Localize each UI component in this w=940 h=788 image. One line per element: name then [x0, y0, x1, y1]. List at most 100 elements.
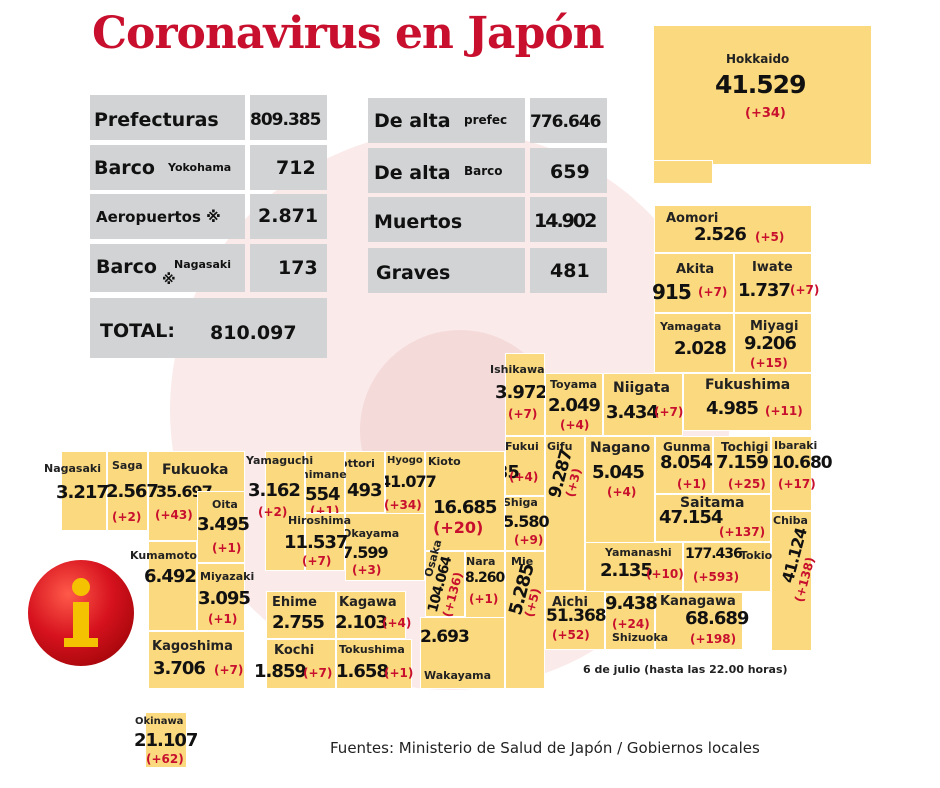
value-okayama: 7.599: [342, 543, 389, 562]
delta-saga: (+2): [112, 510, 142, 524]
label-toyama: Toyama: [550, 378, 598, 391]
label-tokushima: Tokushima: [339, 643, 405, 656]
tile-fukushima: [683, 373, 812, 431]
summary-graves-value: 481: [530, 248, 607, 293]
label-chiba: Chiba: [773, 514, 808, 527]
summary-barco-nagasaki-label: Barco ※ Nagasaki: [90, 244, 245, 292]
summary-de-alta-prefec-label: De alta prefec: [368, 98, 525, 143]
label-miyazaki: Miyazaki: [200, 570, 255, 583]
delta-nagano: (+4): [607, 485, 637, 499]
tile-okayama: [345, 513, 425, 581]
label-yamaguchi: Yamaguchi: [246, 454, 314, 467]
label-tokio: Tokio: [740, 549, 773, 562]
value-tochigi: 7.159: [716, 452, 769, 473]
tile-gunma: [655, 436, 713, 494]
tile-hiroshima: [305, 513, 345, 571]
label-yamanashi: Yamanashi: [605, 546, 672, 559]
value-ishikawa: 3.972: [495, 382, 548, 403]
delta-tokushima: (+1): [384, 666, 414, 680]
tile-chiba: [771, 511, 812, 651]
delta-tochigi: (+25): [728, 477, 766, 491]
value-aomori: 2.526: [694, 224, 747, 245]
value-kumamoto: 6.492: [144, 566, 197, 587]
tile-kanagawa: [655, 592, 743, 650]
tile-osaka: [425, 551, 465, 617]
tile-ishikawa: [505, 353, 545, 436]
delta-kagawa: (+4): [382, 616, 412, 630]
value-hiroshima: 11.537: [284, 532, 348, 553]
info-icon-dot: [72, 578, 90, 596]
summary-prefecturas-label: Prefecturas: [90, 95, 245, 140]
delta-okinawa: (+62): [146, 752, 184, 766]
delta-yamaguchi: (+2): [258, 505, 288, 519]
value-tottori: 493: [347, 480, 383, 501]
delta-nara: (+1): [469, 592, 499, 606]
tile-oita: [197, 491, 245, 563]
value-akita: 915: [652, 280, 692, 304]
label-mie: Mie: [511, 555, 534, 568]
value-nara: 8.260: [465, 570, 505, 586]
delta-miyagi: (+15): [750, 356, 788, 370]
value-shiga: 5.580: [503, 512, 550, 531]
value-shimane: 554: [305, 484, 341, 505]
label-hokkaido: Hokkaido: [726, 52, 790, 66]
value-okinawa: 21.107: [134, 730, 198, 751]
delta-kagoshima: (+7): [214, 663, 244, 677]
value-gunma: 8.054: [660, 452, 713, 473]
tile-kagawa: [336, 591, 406, 639]
tile-aichi: [545, 591, 605, 650]
delta-oita: (+1): [212, 541, 242, 555]
label-yamagata: Yamagata: [660, 320, 722, 333]
value-oita: 3.495: [197, 514, 250, 535]
page-title: Coronavirus en Japón: [92, 8, 605, 59]
label-nara: Nara: [466, 555, 496, 568]
label-niigata: Niigata: [613, 380, 670, 396]
tile-shizuoka: [605, 592, 655, 650]
delta-shiga: (+9): [514, 533, 544, 547]
tile-miyagi: [734, 313, 812, 373]
delta-hiroshima: (+7): [302, 554, 332, 568]
delta-toyama: (+4): [560, 418, 590, 432]
label-aomori: Aomori: [666, 211, 719, 226]
tile-tokushima: [336, 639, 412, 689]
value-kanagawa: 68.689: [685, 608, 749, 629]
tile-yamaguchi: [265, 451, 305, 571]
delta-ishikawa: (+7): [508, 407, 538, 421]
label-oita: Oita: [212, 498, 238, 511]
value-kagawa: 2.103: [335, 612, 388, 633]
value-fukushima: 4.985: [706, 398, 759, 419]
value-aichi: 51.368: [546, 606, 607, 626]
label-saga: Saga: [112, 459, 143, 472]
tile-tochigi: [713, 436, 771, 494]
value-saitama: 47.154: [659, 507, 723, 528]
label-hiroshima: Hiroshima: [288, 514, 351, 527]
label-kanagawa: Kanagawa: [660, 594, 736, 609]
label-kagoshima: Kagoshima: [152, 639, 233, 654]
tile-tottori: [345, 451, 385, 513]
value-nagasaki: 3.217: [56, 482, 109, 503]
tile-kagoshima: [148, 631, 245, 689]
delta-akita: (+7): [698, 285, 728, 299]
label-fukui: Fukui: [505, 440, 539, 453]
value-ehime: 2.755: [272, 612, 325, 633]
delta-yamanashi: (+10): [646, 567, 684, 581]
tile-toyama: [545, 373, 603, 436]
label-ishikawa: Ishikawa: [490, 363, 545, 376]
summary-graves-label: Graves: [368, 248, 525, 293]
value-miyazaki: 3.095: [198, 588, 251, 609]
summary-aeropuertos-label: Aeropuertos ※: [90, 194, 245, 239]
value-yamanashi: 2.135: [600, 560, 653, 581]
tile-kochi: [266, 639, 336, 689]
tile-tokio: [683, 542, 771, 592]
delta-aichi: (+52): [552, 628, 590, 642]
delta-hyogo: (+34): [384, 498, 422, 512]
label-fukushima: Fukushima: [705, 377, 791, 393]
delta-fukuoka: (+43): [155, 508, 193, 522]
value-iwate: 1.737: [738, 280, 791, 301]
date-note: 6 de julio (hasta las 22.00 horas): [583, 663, 788, 676]
label-okayama: Okayama: [342, 527, 400, 540]
value-niigata: 3.434: [606, 402, 659, 423]
summary-de-alta-barco-label: De alta Barco: [368, 148, 525, 193]
summary-aeropuertos-value: 2.871: [250, 194, 327, 239]
label-kochi: Kochi: [274, 643, 315, 658]
